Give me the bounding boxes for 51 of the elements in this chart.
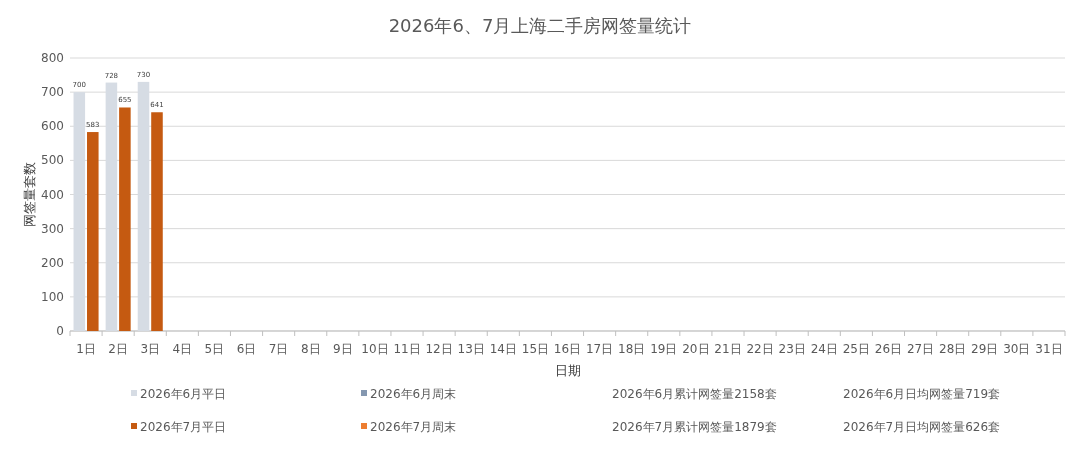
x-tick-label: 13日 [457,342,485,356]
x-tick-label: 24日 [810,342,838,356]
x-tick-label: 10日 [361,342,389,356]
x-tick-label: 25日 [842,342,871,356]
x-tick-label: 29日 [971,342,999,356]
x-tick-label: 4日 [172,342,193,356]
x-tick-label: 19日 [650,342,678,356]
x-tick-label: 30日 [1003,342,1031,356]
y-tick-label: 500 [41,153,64,168]
y-tick-label: 400 [41,187,64,202]
text: 2026年6月日均网签量719套 [843,387,1001,401]
text: 2026年7月日均网签量626套 [843,420,1001,434]
y-tick-label: 300 [41,221,64,236]
legend-label: 2026年7月周末 [370,420,457,434]
x-tick-label: 20日 [682,342,710,356]
legend-label: 2026年7月平日 [140,420,227,434]
chart-title: 2026年6、7月上海二手房网签量统计 [388,15,692,36]
legend-label: 2026年6月周末 [370,387,457,401]
y-axis-title: 网签量套数 [22,162,37,227]
text: 2026年7月累计网签量1879套 [612,420,777,434]
x-tick-label: 5日 [204,342,225,356]
x-tick-label: 27日 [906,342,935,356]
y-tick-label: 700 [41,85,64,100]
x-tick-label: 2日 [108,342,128,356]
x-tick-label: 17日 [585,342,614,356]
x-tick-label: 9日 [333,342,353,356]
x-tick-label: 11日 [393,342,421,356]
x-tick-label: 1日 [76,342,96,356]
x-tick-label: 26日 [874,342,903,356]
x-tick-label: 28日 [939,342,967,356]
x-tick-label: 3日 [140,342,161,356]
x-tick-label: 21日 [714,342,742,356]
x-tick-label: 6日 [236,342,257,356]
x-tick-label: 15日 [521,342,550,356]
x-tick-label: 8日 [300,342,321,356]
x-tick-label: 22日 [746,342,774,356]
y-tick-label: 0 [56,324,64,338]
y-tick-label: 600 [41,119,64,134]
x-tick-label: 7日 [268,342,289,356]
legend-label: 2026年6月平日 [140,387,227,401]
text: 2026年6月累计网签量2158套 [612,387,777,401]
x-tick-label: 12日 [425,342,453,356]
x-tick-label: 31日 [1035,342,1063,356]
x-tick-label: 16日 [553,342,582,356]
y-tick-label: 800 [41,51,64,65]
y-tick-label: 100 [41,289,64,304]
y-tick-label: 200 [41,255,64,270]
x-tick-label: 23日 [778,342,806,356]
x-tick-label: 18日 [618,342,646,356]
x-tick-label: 14日 [489,342,517,356]
x-axis-title: 日期 [554,363,581,378]
